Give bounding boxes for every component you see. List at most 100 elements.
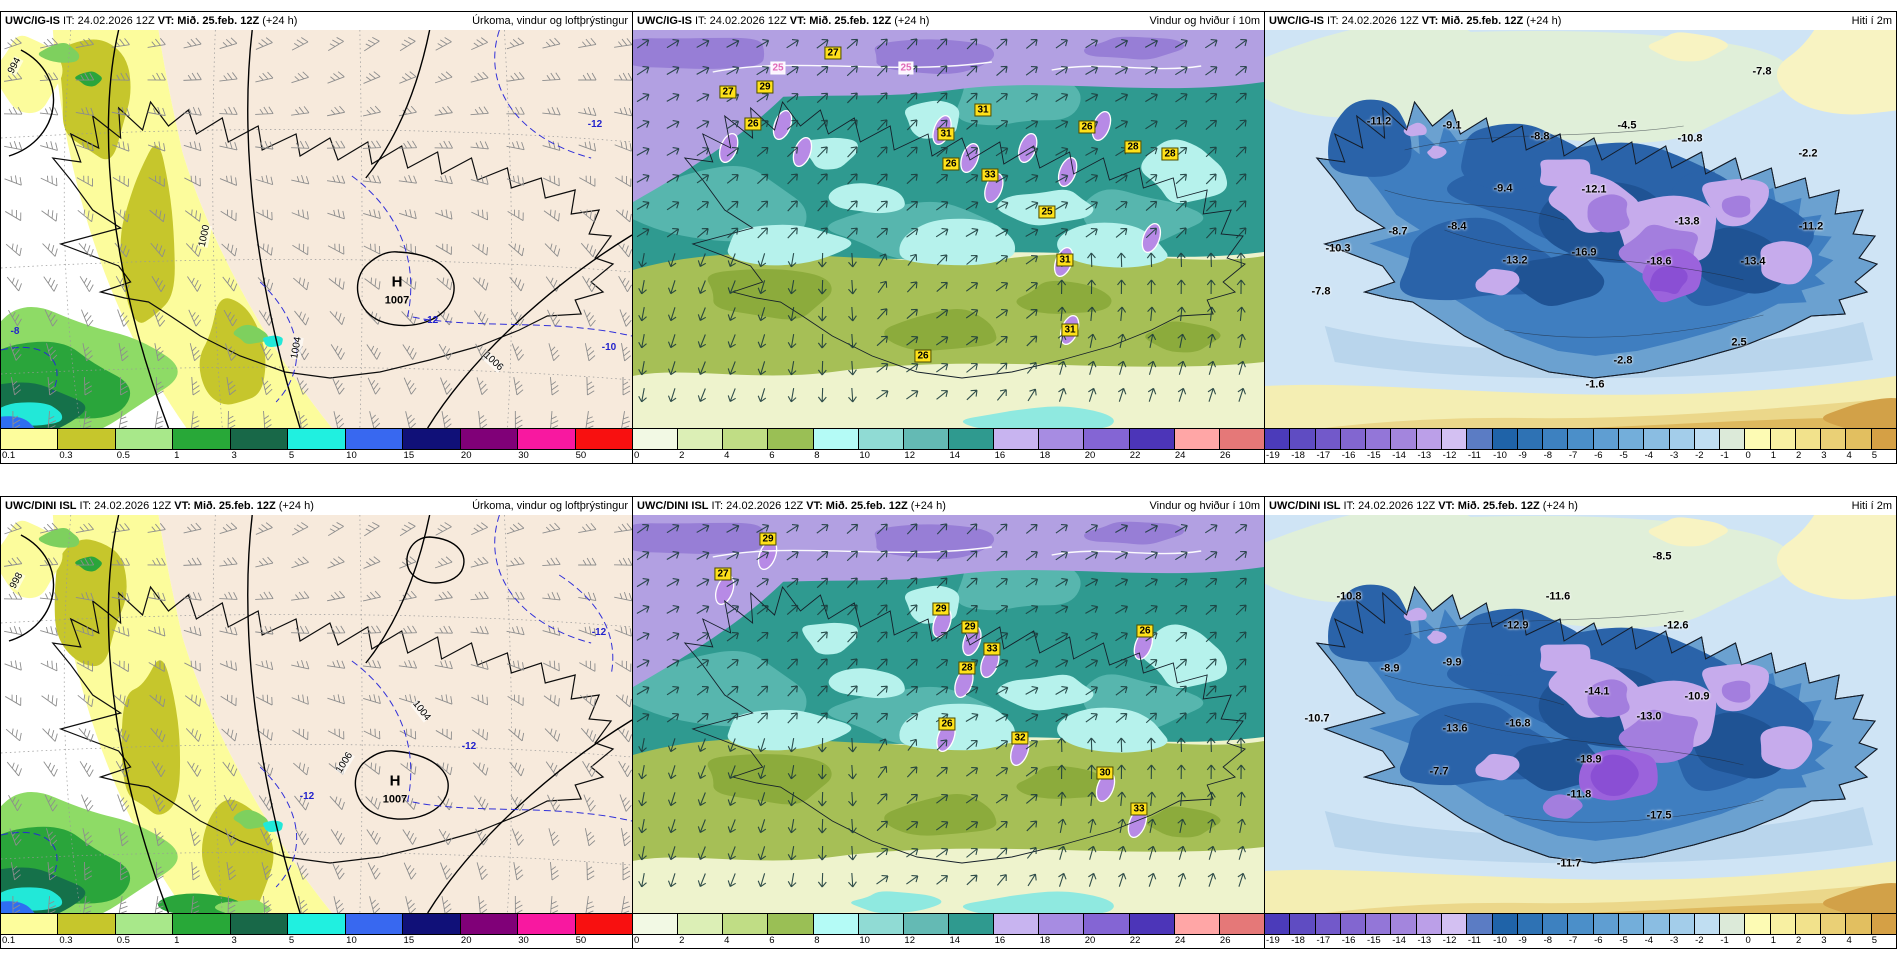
init-time: IT: 24.02.2026 12Z bbox=[711, 500, 804, 512]
temperature-label: -12.9 bbox=[1503, 619, 1529, 632]
colorbar-precip bbox=[1, 913, 632, 934]
isotherm-label: -12 bbox=[423, 315, 439, 326]
colorbar-tick-label: -8 bbox=[1543, 450, 1553, 461]
temperature-label: -11.6 bbox=[1545, 590, 1571, 603]
colorbar-labels-wind: 0 2 4 6 8 10 12 14 16 18 20 22 24 26 bbox=[633, 449, 1264, 463]
colorbar-cell bbox=[114, 429, 173, 449]
colorbar-cell bbox=[1440, 914, 1467, 934]
colorbar-cell bbox=[114, 914, 173, 934]
colorbar-tick-label: 4 bbox=[724, 935, 730, 946]
colorbar-tick-label: -17 bbox=[1316, 935, 1331, 946]
colorbar-cell bbox=[1265, 429, 1290, 449]
colorbar-tick-label: 0.1 bbox=[2, 935, 16, 946]
temperature-label: -1.6 bbox=[1585, 378, 1605, 391]
valid-time: VT: Mið. 25.feb. 12Z bbox=[789, 15, 892, 27]
gust-label: 26 bbox=[938, 717, 956, 731]
product-name: Vindur og hviður í 10m bbox=[1149, 15, 1260, 27]
temperature-label: 2.5 bbox=[1731, 336, 1747, 349]
lead-time: (+24 h) bbox=[278, 500, 314, 512]
colorbar-cell bbox=[1845, 914, 1871, 934]
high-pressure-symbol: H bbox=[389, 772, 401, 790]
colorbar-tick-label: -19 bbox=[1266, 450, 1280, 461]
weather-map-precip-dini: 998 1004 1006 H 1007 -12 -12 -12 bbox=[1, 515, 632, 913]
gust-label: 27 bbox=[824, 46, 842, 60]
init-time: IT: 24.02.2026 12Z bbox=[1343, 500, 1436, 512]
model-name: UWC/IG-IS bbox=[5, 15, 60, 27]
colorbar-cell bbox=[1567, 914, 1593, 934]
colorbar-tick-label: 24 bbox=[1174, 935, 1186, 946]
colorbar-cell bbox=[1218, 429, 1264, 449]
temperature-label: -17.5 bbox=[1646, 809, 1672, 822]
colorbar-labels-temp: -19 -18 -17 -16 -15 -14 -13 -12 -11 -10 -9 -8 -7 -6 -5… bbox=[1265, 934, 1896, 948]
gust-contour-label: 25 bbox=[898, 61, 914, 75]
colorbar-cell bbox=[1339, 429, 1366, 449]
colorbar-tick-label: -5 bbox=[1619, 450, 1628, 461]
colorbar-tick-label: 3 bbox=[231, 935, 237, 946]
colorbar-tick-label: 4 bbox=[1846, 450, 1852, 461]
temperature-label: -13.6 bbox=[1442, 722, 1468, 735]
colorbar-cell bbox=[1617, 914, 1644, 934]
colorbar-tick-label: -1 bbox=[1720, 935, 1729, 946]
colorbar-tick-label: -15 bbox=[1366, 935, 1381, 946]
colorbar-cell bbox=[1870, 914, 1897, 934]
colorbar-tick-label: 5 bbox=[288, 935, 295, 946]
panel-header: UWC/DINI ISL IT: 24.02.2026 12Z VT: Mið. 2… bbox=[633, 497, 1264, 515]
colorbar-labels-temp: -19 -18 -17 -16 -15 -14 -13 -12 -11 -10 -9 -8 -7 -6 -5… bbox=[1265, 449, 1896, 463]
panel-header: UWC/DINI ISL IT: 24.02.2026 12Z VT: Mið. 2… bbox=[1, 497, 632, 515]
gust-label: 29 bbox=[932, 602, 950, 616]
colorbar-cell bbox=[172, 429, 230, 449]
temperature-label: -16.9 bbox=[1571, 246, 1597, 259]
gust-label: 33 bbox=[1130, 802, 1148, 816]
temperature-label: -7.8 bbox=[1752, 65, 1772, 78]
colorbar-tick-label: 15 bbox=[403, 450, 415, 461]
lead-time: (+24 h) bbox=[1526, 15, 1562, 27]
colorbar-cell bbox=[1314, 914, 1340, 934]
colorbar-cell bbox=[947, 914, 994, 934]
colorbar-cell bbox=[1289, 429, 1315, 449]
colorbar-tick-label: 22 bbox=[1129, 935, 1141, 946]
colorbar-cell bbox=[57, 429, 115, 449]
colorbar-tick-label: -9 bbox=[1518, 450, 1527, 461]
colorbar-tick-label: -10 bbox=[1493, 935, 1507, 946]
pressure-value-label: 1007 bbox=[384, 294, 410, 307]
colorbar-tick-label: 10 bbox=[859, 935, 870, 946]
isotherm-label: -10 bbox=[601, 342, 617, 353]
colorbar-cell bbox=[633, 429, 678, 449]
forecast-row-uwc-dini-isl: UWC/DINI ISL IT: 24.02.2026 12Z VT: Mið. 2… bbox=[0, 496, 1899, 949]
colorbar-tick-label: 26 bbox=[1219, 450, 1231, 461]
temperature-label: -2.8 bbox=[1613, 354, 1633, 367]
isobar-label: 1000 bbox=[196, 223, 213, 248]
colorbar-cell bbox=[857, 429, 903, 449]
gust-label: 27 bbox=[719, 85, 737, 99]
colorbar-tick-label: 0.3 bbox=[59, 935, 73, 946]
colorbar-cell bbox=[172, 914, 230, 934]
colorbar-cell bbox=[1491, 914, 1517, 934]
gust-label: 26 bbox=[1078, 120, 1096, 134]
colorbar-wind bbox=[633, 913, 1264, 934]
forecast-row-uwc-ig-is: UWC/IG-IS IT: 24.02.2026 12Z VT: Mið. 25.f… bbox=[0, 11, 1899, 464]
temperature-label: -12.6 bbox=[1663, 619, 1689, 632]
colorbar-tick-label: 4 bbox=[724, 450, 730, 461]
temperature-label: -13.2 bbox=[1502, 254, 1528, 267]
panel-wind-dini: UWC/DINI ISL IT: 24.02.2026 12Z VT: Mið. 2… bbox=[632, 496, 1265, 949]
colorbar-cell bbox=[1339, 914, 1366, 934]
colorbar-tick-label: 1 bbox=[1770, 935, 1777, 946]
colorbar-tick-label: 5 bbox=[1871, 935, 1878, 946]
colorbar-tick-label: 2 bbox=[1796, 450, 1802, 461]
colorbar-tick-label: 22 bbox=[1129, 450, 1141, 461]
valid-time: VT: Mið. 25.feb. 12Z bbox=[1438, 500, 1540, 512]
colorbar-tick-label: 1 bbox=[174, 450, 180, 461]
colorbar-tick-label: 8 bbox=[814, 935, 820, 946]
product-name: Hiti í 2m bbox=[1851, 500, 1892, 512]
valid-time: VT: Mið. 25.feb. 12Z bbox=[174, 500, 276, 512]
weather-map-canvas bbox=[1, 30, 632, 428]
colorbar-cell bbox=[1516, 914, 1543, 934]
colorbar-cell bbox=[1, 429, 58, 449]
colorbar-cell bbox=[993, 429, 1039, 449]
colorbar-tick-label: -16 bbox=[1341, 450, 1356, 461]
temperature-label: -8.7 bbox=[1388, 225, 1408, 238]
weather-map-temp-dini: -8.5 -10.8 -11.6 -12.9 -12.6 -8.9 -9.9 -14.1 -10… bbox=[1265, 515, 1896, 913]
colorbar-tick-label: -6 bbox=[1594, 450, 1603, 461]
product-name: Úrkoma, vindur og loftþrýstingur bbox=[472, 15, 628, 27]
temperature-label: -9.1 bbox=[1442, 119, 1462, 132]
